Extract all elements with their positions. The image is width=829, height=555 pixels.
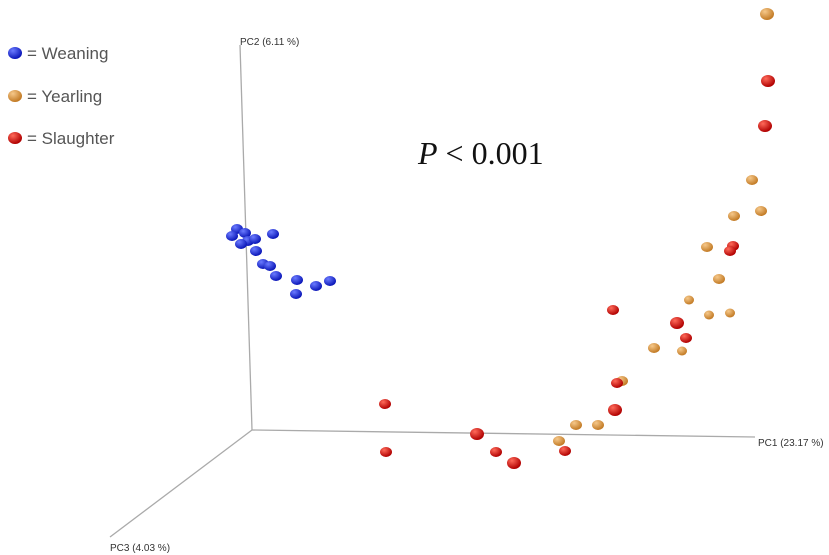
sample-point [758,120,772,132]
sample-point [291,275,303,285]
sample-point [725,308,735,318]
p-value: P < 0.001 [417,135,544,171]
sample-point [704,310,714,320]
legend-label: = Weaning [27,44,108,63]
p-symbol: P [417,135,438,171]
legend: = Weaning = Yearling = Slaughter [8,44,115,148]
legend-marker [8,90,22,102]
sample-point [680,333,692,343]
legend-label: = Slaughter [27,129,115,148]
sample-point [570,420,582,430]
sample-point [264,261,276,271]
legend-marker [8,47,22,59]
sample-point [380,447,392,457]
legend-marker [8,132,22,144]
slaughter-points [379,75,775,469]
sample-point [728,211,740,221]
sample-point [559,446,571,456]
sample-point [324,276,336,286]
sample-point [701,242,713,252]
sample-point [755,206,767,216]
sample-point [249,234,261,244]
sample-point [310,281,322,291]
sample-point [592,420,604,430]
weaning-points [226,224,336,299]
sample-point [379,399,391,409]
axis-pc1 [251,429,756,438]
yearling-points [553,8,774,446]
sample-point [239,228,251,238]
sample-point [270,271,282,281]
sample-point [648,343,660,353]
sample-point [677,346,687,356]
sample-point [507,457,521,469]
sample-point [724,246,736,256]
axis-pc3 [109,429,253,538]
sample-point [746,175,758,185]
sample-point [490,447,502,457]
sample-point [608,404,622,416]
p-threshold: < 0.001 [446,135,544,171]
sample-point [607,305,619,315]
axis-label: PC1 (23.17 %) [758,438,824,449]
sample-point [553,436,565,446]
sample-point [760,8,774,20]
sample-point [267,229,279,239]
sample-point [235,239,247,249]
sample-point [713,274,725,284]
sample-point [290,289,302,299]
axis-label: PC2 (6.11 %) [240,37,299,48]
sample-point [226,231,238,241]
sample-point [611,378,623,388]
axes: PC2 (6.11 %) PC1 (23.17 %) PC3 (4.03 %) [109,37,824,554]
sample-point [470,428,484,440]
sample-point [761,75,775,87]
points [226,8,775,469]
sample-point [250,246,262,256]
legend-label: = Yearling [27,87,102,106]
sample-point [670,317,684,329]
sample-point [684,295,694,305]
axis-label: PC3 (4.03 %) [110,543,170,554]
